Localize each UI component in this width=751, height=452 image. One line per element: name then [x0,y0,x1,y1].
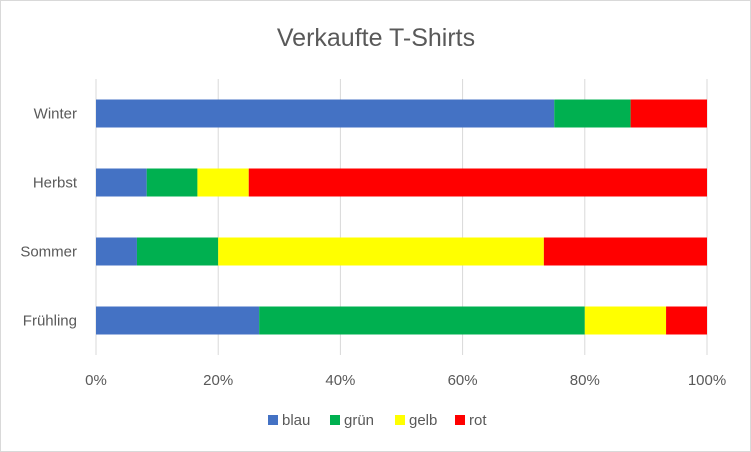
legend: blau grün gelb rot [268,412,487,429]
category-label: Sommer [20,244,77,261]
bar-segment [248,168,707,197]
bar-segment [666,306,707,335]
x-tick-label: 0% [85,372,107,389]
category-labels: Winter Herbst Sommer Frühling [20,106,78,330]
x-tick-label: 100% [688,372,726,389]
legend-swatch [268,415,278,425]
legend-label: blau [282,412,310,429]
bar-segment [554,99,631,128]
bar-segment [584,306,667,335]
bar-segment [96,168,147,197]
bar-segment [543,237,707,266]
bar-segment [259,306,585,335]
bar-segment [218,237,544,266]
bar-segment [136,237,219,266]
legend-label: gelb [409,412,437,429]
bar-segment [96,306,260,335]
bar-segment [96,237,137,266]
legend-swatch [455,415,465,425]
category-label: Frühling [23,313,77,330]
category-label: Herbst [33,175,78,192]
bar-segment [146,168,198,197]
category-label: Winter [34,106,77,123]
x-tick-label: 20% [203,372,233,389]
x-tick-label: 40% [325,372,355,389]
chart-title: Verkaufte T-Shirts [277,24,475,52]
legend-swatch [395,415,405,425]
bar-segment [96,99,555,128]
bar-segment [630,99,707,128]
x-tick-label: 60% [448,372,478,389]
legend-label: grün [344,412,374,429]
bar-segment [197,168,249,197]
x-tick-label: 80% [570,372,600,389]
bars [96,99,707,335]
legend-swatch [330,415,340,425]
legend-label: rot [469,412,487,429]
x-axis-tick-labels: 0% 20% 40% 60% 80% 100% [85,372,726,389]
